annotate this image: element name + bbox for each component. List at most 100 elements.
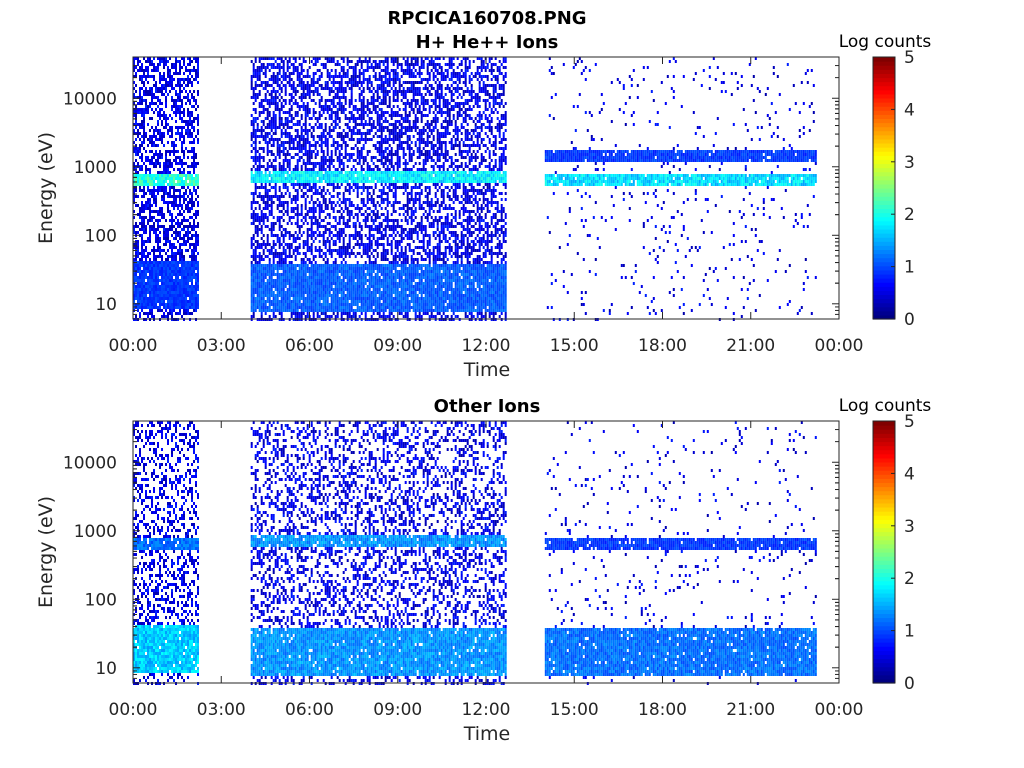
colorbar-swatch [873, 642, 895, 647]
colorbar-swatch [873, 458, 895, 463]
colorbar-swatch [873, 282, 895, 287]
data-interval [251, 421, 507, 685]
x-axis-label: Time [463, 723, 511, 745]
colorbar-swatch [873, 69, 895, 74]
colorbar-swatch [873, 495, 895, 500]
colorbar-swatch [873, 188, 895, 193]
data-interval [133, 57, 199, 321]
colorbar-swatch [873, 73, 895, 78]
y-tick-label: 100 [85, 590, 117, 610]
colorbar-swatch [873, 180, 895, 185]
colorbar-swatch [873, 577, 895, 582]
y-axis-label: Energy (eV) [35, 496, 57, 608]
colorbar-swatch [873, 90, 895, 95]
y-tick-label: 10 [95, 659, 117, 679]
colorbar-swatch [873, 654, 895, 659]
colorbar-swatch [873, 540, 895, 545]
x-tick-label: 21:00 [726, 700, 775, 720]
x-tick-label: 12:00 [462, 336, 511, 356]
colorbar-swatch [873, 65, 895, 70]
colorbar-swatch [873, 278, 895, 283]
y-tick-label: 10000 [63, 89, 117, 109]
colorbar-swatch [873, 61, 895, 66]
colorbar-swatch [873, 634, 895, 639]
colorbar-swatch [873, 425, 895, 430]
colorbar-swatch [873, 131, 895, 136]
colorbar-swatch [873, 118, 895, 123]
colorbar-swatch [873, 82, 895, 87]
colorbar-swatch [873, 499, 895, 504]
colorbar-swatch [873, 482, 895, 487]
colorbar-tick-label: 1 [904, 622, 915, 642]
x-tick-label: 21:00 [726, 336, 775, 356]
colorbar-swatch [873, 433, 895, 438]
colorbar-swatch [873, 511, 895, 516]
spectrogram-plot [133, 421, 817, 685]
y-tick-label: 10 [95, 295, 117, 315]
colorbar-swatch [873, 286, 895, 291]
colorbar-swatch [873, 441, 895, 446]
colorbar-swatch [873, 462, 895, 467]
colorbar-swatch [873, 143, 895, 148]
colorbar-swatch [873, 155, 895, 160]
x-tick-label: 15:00 [550, 700, 599, 720]
colorbar-swatch [873, 589, 895, 594]
colorbar-swatch [873, 638, 895, 643]
colorbar-swatch [873, 245, 895, 250]
colorbar-swatch [873, 270, 895, 275]
colorbar-swatch [873, 110, 895, 115]
colorbar-swatch [873, 127, 895, 132]
colorbar-swatch [873, 311, 895, 316]
colorbar-swatch [873, 151, 895, 156]
colorbar-tick-label: 0 [904, 310, 915, 330]
colorbar-swatch [873, 671, 895, 676]
colorbar-swatch [873, 454, 895, 459]
x-tick-label: 00:00 [109, 700, 158, 720]
colorbar-swatch [873, 303, 895, 308]
colorbar-swatch [873, 98, 895, 103]
x-tick-label: 00:00 [815, 700, 864, 720]
colorbar-swatch [873, 307, 895, 312]
colorbar-swatch [873, 294, 895, 299]
colorbar-swatch [873, 192, 895, 197]
colorbar-swatch [873, 491, 895, 496]
x-axis-label: Time [463, 359, 511, 381]
colorbar-swatch [873, 233, 895, 238]
colorbar-swatch [873, 548, 895, 553]
colorbar-swatch [873, 622, 895, 627]
x-tick-label: 00:00 [109, 336, 158, 356]
x-tick-label: 09:00 [373, 700, 422, 720]
colorbar-swatch [873, 237, 895, 242]
x-tick-label: 03:00 [197, 700, 246, 720]
colorbar-swatch [873, 519, 895, 524]
colorbar-swatch [873, 204, 895, 209]
colorbar-swatch [873, 147, 895, 152]
colorbar-swatch [873, 560, 895, 565]
colorbar-label: Log counts [839, 32, 932, 52]
spectrogram-plot [133, 57, 817, 321]
colorbar-swatch [873, 618, 895, 623]
colorbar-swatch [873, 605, 895, 610]
colorbar-swatch [873, 163, 895, 168]
colorbar-swatch [873, 597, 895, 602]
colorbar-swatch [873, 249, 895, 254]
colorbar-tick-label: 2 [904, 569, 915, 589]
colorbar-swatch [873, 213, 895, 218]
colorbar-swatch [873, 585, 895, 590]
colorbar-swatch [873, 646, 895, 651]
colorbar-swatch [873, 601, 895, 606]
colorbar-swatch [873, 274, 895, 279]
colorbar-swatch [873, 507, 895, 512]
colorbar-swatch [873, 593, 895, 598]
colorbar-swatch [873, 208, 895, 213]
colorbar-swatch [873, 532, 895, 537]
colorbar-swatch [873, 106, 895, 111]
colorbar-swatch [873, 675, 895, 680]
colorbar-swatch [873, 429, 895, 434]
colorbar-swatch [873, 609, 895, 614]
y-tick-label: 10000 [63, 453, 117, 473]
y-tick-label: 1000 [74, 522, 117, 542]
x-tick-label: 09:00 [373, 336, 422, 356]
colorbar-swatch [873, 221, 895, 226]
